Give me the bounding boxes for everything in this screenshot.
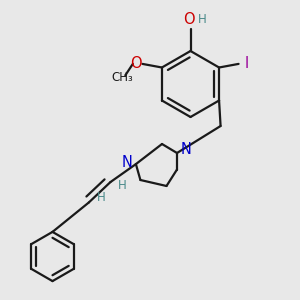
Text: H: H [197,13,206,26]
Text: O: O [183,12,195,27]
Text: H: H [97,190,106,204]
Text: O: O [130,56,142,71]
Text: N: N [122,155,133,170]
Text: I: I [245,56,249,71]
Text: H: H [118,179,127,192]
Text: N: N [181,142,191,158]
Text: CH₃: CH₃ [111,70,133,84]
